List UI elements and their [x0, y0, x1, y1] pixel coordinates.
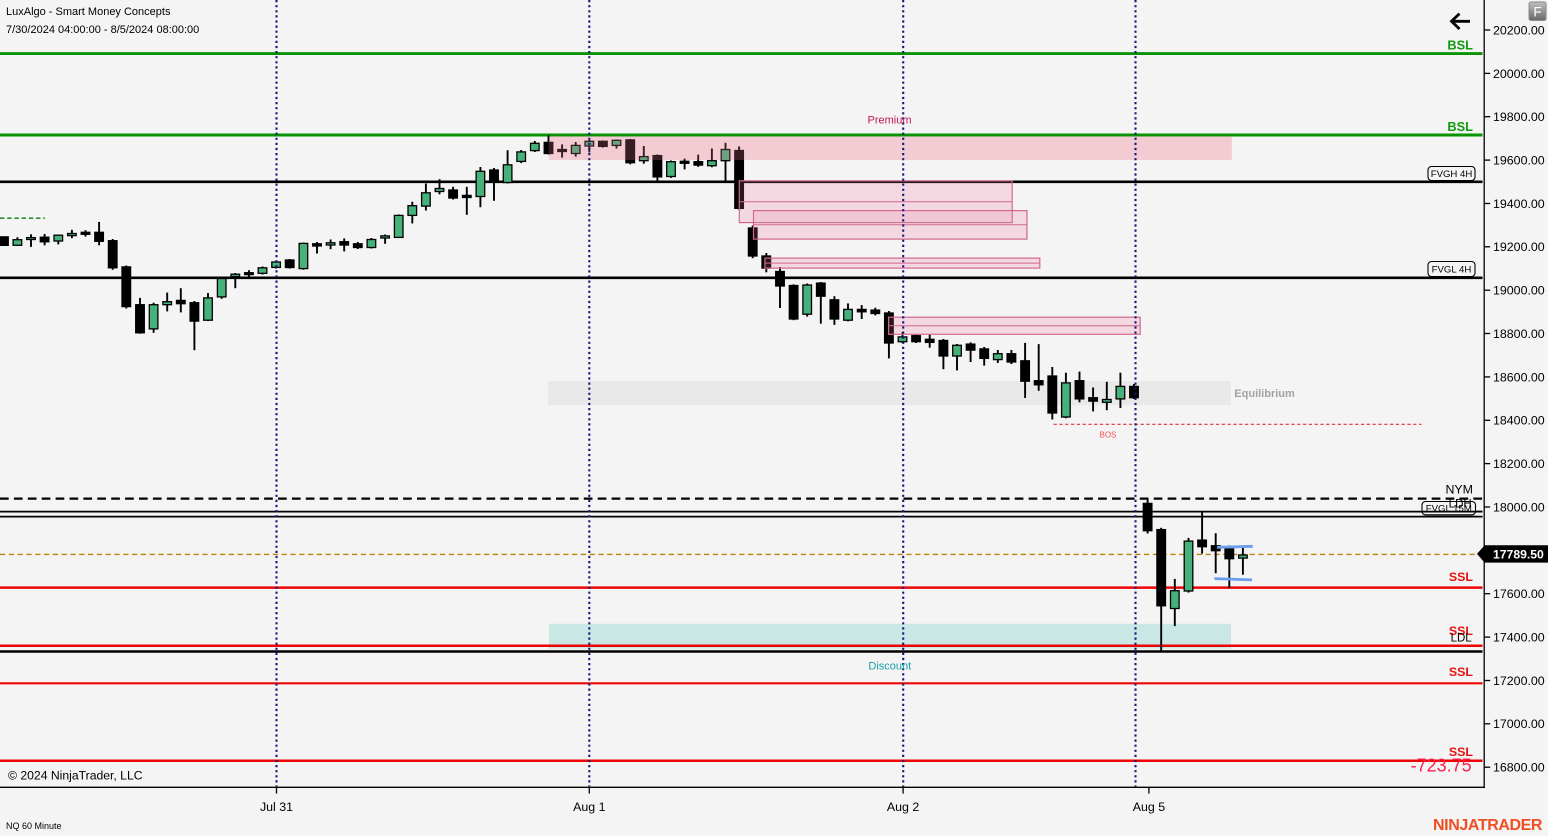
svg-text:NINJATRADER: NINJATRADER [1433, 817, 1543, 834]
svg-text:18800.00: 18800.00 [1493, 327, 1545, 341]
svg-text:BSL: BSL [1447, 119, 1473, 134]
svg-text:18400.00: 18400.00 [1493, 414, 1545, 428]
svg-text:FVGL 4H: FVGL 4H [1432, 264, 1472, 275]
svg-text:18200.00: 18200.00 [1493, 457, 1545, 471]
svg-text:SSL: SSL [1449, 624, 1474, 638]
svg-text:BSL: BSL [1447, 38, 1473, 53]
svg-text:7/30/2024 04:00:00 - 8/5/2024: 7/30/2024 04:00:00 - 8/5/2024 08:00:00 [6, 24, 199, 36]
svg-text:19000.00: 19000.00 [1493, 284, 1545, 298]
svg-text:-723.75: -723.75 [1411, 756, 1472, 776]
svg-text:Aug 5: Aug 5 [1133, 800, 1165, 814]
svg-text:17200.00: 17200.00 [1493, 674, 1545, 688]
svg-text:SSL: SSL [1449, 665, 1474, 679]
svg-text:19600.00: 19600.00 [1493, 154, 1545, 168]
svg-text:17400.00: 17400.00 [1493, 631, 1545, 645]
svg-text:© 2024 NinjaTrader, LLC: © 2024 NinjaTrader, LLC [8, 769, 143, 783]
svg-text:Premium: Premium [868, 115, 912, 127]
svg-text:19800.00: 19800.00 [1493, 110, 1545, 124]
svg-text:Discount: Discount [868, 661, 911, 673]
svg-text:LDH: LDH [1449, 499, 1472, 511]
svg-text:FVGL 15M: FVGL 15M [1426, 504, 1472, 515]
svg-text:19400.00: 19400.00 [1493, 197, 1545, 211]
svg-text:19200.00: 19200.00 [1493, 240, 1545, 254]
svg-text:SSL: SSL [1449, 745, 1474, 759]
svg-text:SSL: SSL [1449, 570, 1474, 584]
svg-text:Jul 31: Jul 31 [260, 800, 293, 814]
svg-text:20000.00: 20000.00 [1493, 67, 1545, 81]
svg-text:20200.00: 20200.00 [1493, 23, 1545, 37]
svg-text:17789.50: 17789.50 [1493, 547, 1544, 561]
svg-text:17600.00: 17600.00 [1493, 587, 1545, 601]
svg-text:17000.00: 17000.00 [1493, 717, 1545, 731]
svg-text:LuxAlgo - Smart Money Concepts: LuxAlgo - Smart Money Concepts [6, 6, 171, 18]
svg-text:18600.00: 18600.00 [1493, 370, 1545, 384]
svg-text:18000.00: 18000.00 [1493, 500, 1545, 514]
svg-text:BOS: BOS [1100, 431, 1117, 440]
svg-text:NQ 60 Minute: NQ 60 Minute [6, 821, 62, 831]
svg-text:F: F [1533, 4, 1541, 19]
svg-text:16800.00: 16800.00 [1493, 761, 1545, 775]
svg-text:LDL: LDL [1451, 632, 1473, 644]
svg-text:FVGH 4H: FVGH 4H [1431, 169, 1473, 180]
svg-text:Aug 1: Aug 1 [573, 800, 605, 814]
svg-text:NYM: NYM [1445, 483, 1473, 497]
svg-text:Aug 2: Aug 2 [887, 800, 919, 814]
svg-text:Equilibrium: Equilibrium [1234, 388, 1295, 400]
